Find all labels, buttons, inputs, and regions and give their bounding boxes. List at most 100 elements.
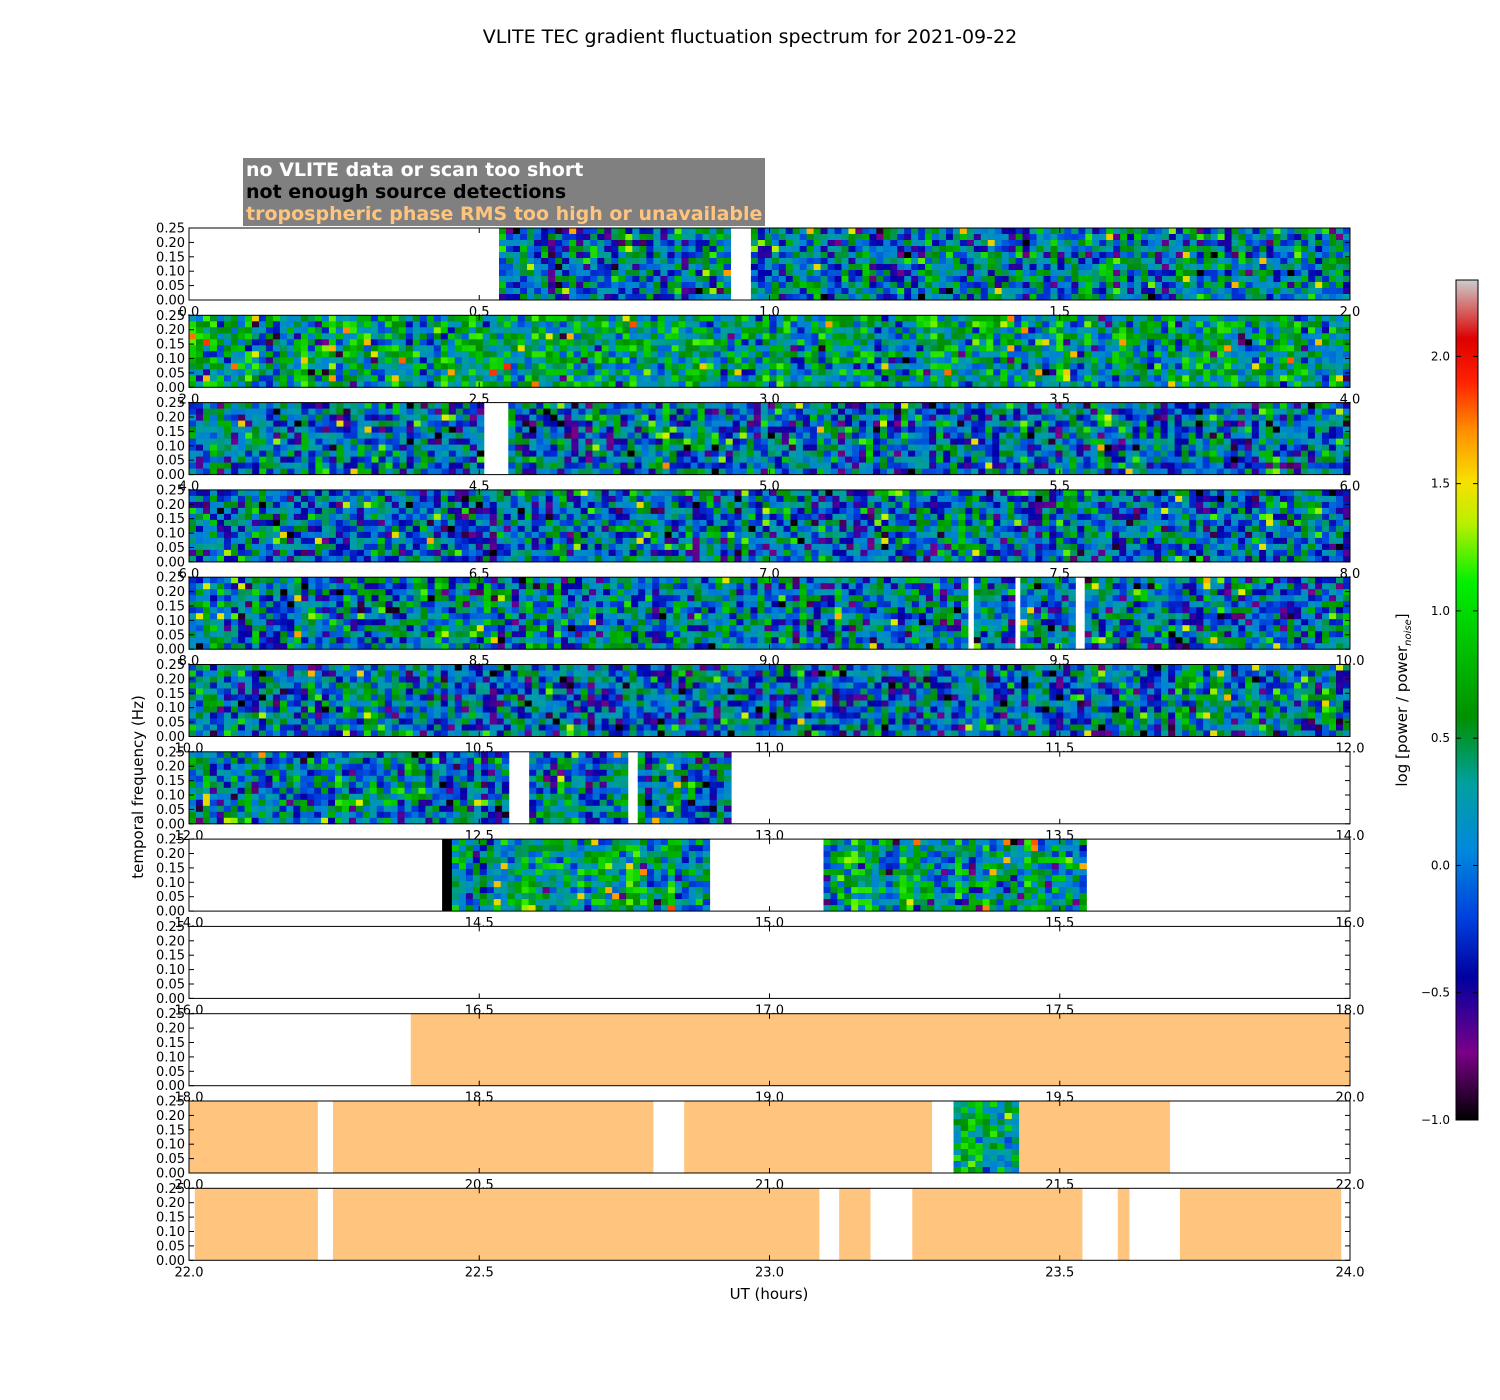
heatmap-cell [1245,258,1253,265]
heatmap-cell [252,438,260,445]
heatmap-cell [1168,321,1176,328]
heatmap-cell [1147,252,1156,259]
heatmap-cell [799,228,808,235]
heatmap-cell [695,228,703,235]
heatmap-cell [343,456,351,463]
heatmap-cell [690,450,699,457]
heatmap-cell [1301,375,1309,382]
heatmap-cell [454,351,463,358]
heatmap-cell [713,321,721,328]
heatmap-cell [1106,246,1114,253]
heatmap-cell [876,246,884,253]
heatmap-cell [711,438,720,445]
heatmap-cell [1021,345,1029,352]
heatmap-cell [1252,282,1260,289]
heatmap-cell [915,408,923,415]
heatmap-cell [690,444,699,451]
heatmap-cell [1168,345,1176,352]
heatmap-cell [1013,414,1021,421]
heatmap-cell [611,240,619,247]
heatmap-cell [783,351,791,358]
heatmap-cell [1189,264,1198,271]
heatmap-cell [853,315,861,322]
heatmap-cell [552,321,561,328]
heatmap-cell [405,363,414,370]
heatmap-cell [1098,321,1106,328]
heatmap-cell [384,357,393,364]
heatmap-cell [520,258,528,265]
heatmap-cell [632,240,640,247]
heatmap-cell [1056,333,1064,340]
heatmap-cell [1182,345,1190,352]
heatmap-cell [697,432,706,439]
heatmap-cell [860,345,868,352]
heatmap-cell [646,294,654,301]
heatmap-cell [929,444,937,451]
heatmap-cell [405,315,414,322]
heatmap-cell [349,345,358,352]
heatmap-cell [601,363,610,370]
heatmap-cell [1076,432,1084,439]
heatmap-cell [862,234,870,241]
heatmap-cell [799,246,808,253]
heatmap-cell [867,315,875,322]
heatmap-cell [830,468,839,475]
heatmap-cell [538,369,547,376]
heatmap-cell [674,228,682,235]
heatmap-cell [650,357,658,364]
heatmap-cell [732,462,741,469]
heatmap-cell [887,414,895,421]
heatmap-cell [209,339,218,346]
heatmap-cell [632,252,640,259]
heatmap-cell [1308,270,1316,277]
heatmap-cell [287,438,295,445]
heatmap-cell [936,456,944,463]
heatmap-cell [911,228,919,235]
heatmap-cell [873,408,881,415]
heatmap-cell [639,252,647,259]
heatmap-cell [1252,357,1260,364]
heatmap-cell [1042,345,1050,352]
heatmap-cell [1027,444,1035,451]
heatmap-cell [238,450,246,457]
heatmap-cell [655,402,663,409]
heatmap-cell [1015,264,1023,271]
heatmap-cell [1210,276,1219,283]
heatmap-cell [746,450,755,457]
heatmap-cell [769,351,777,358]
heatmap-cell [662,402,670,409]
heatmap-cell [508,456,516,463]
heatmap-cell [1301,240,1309,247]
heatmap-cell [799,282,808,289]
heatmap-cell [1092,264,1100,271]
heatmap-cell [1273,294,1281,301]
heatmap-cell [762,339,770,346]
heatmap-cell [189,432,197,439]
heatmap-cell [517,321,526,328]
heatmap-cell [809,456,818,463]
heatmap-cell [1294,246,1302,253]
heatmap-cell [1329,258,1337,265]
heatmap-cell [830,444,839,451]
heatmap-cell [224,438,232,445]
heatmap-cell [904,264,912,271]
heatmap-cell [1273,282,1281,289]
heatmap-cell [915,414,923,421]
heatmap-cell [830,450,839,457]
heatmap-cell [1189,363,1197,370]
heatmap-cell [952,264,961,271]
heatmap-cell [966,228,975,235]
heatmap-cell [1141,270,1149,277]
heatmap-cell [1028,345,1036,352]
heatmap-cell [1259,369,1267,376]
heatmap-cell [1301,321,1309,328]
heatmap-cell [258,345,267,352]
heatmap-cell [585,456,593,463]
heatmap-cell [1329,240,1337,247]
heatmap-cell [1006,456,1014,463]
heatmap-cell [587,333,596,340]
heatmap-cell [1099,234,1107,241]
heatmap-cell [667,294,675,301]
heatmap-cell [699,351,707,358]
heatmap-cell [618,246,626,253]
